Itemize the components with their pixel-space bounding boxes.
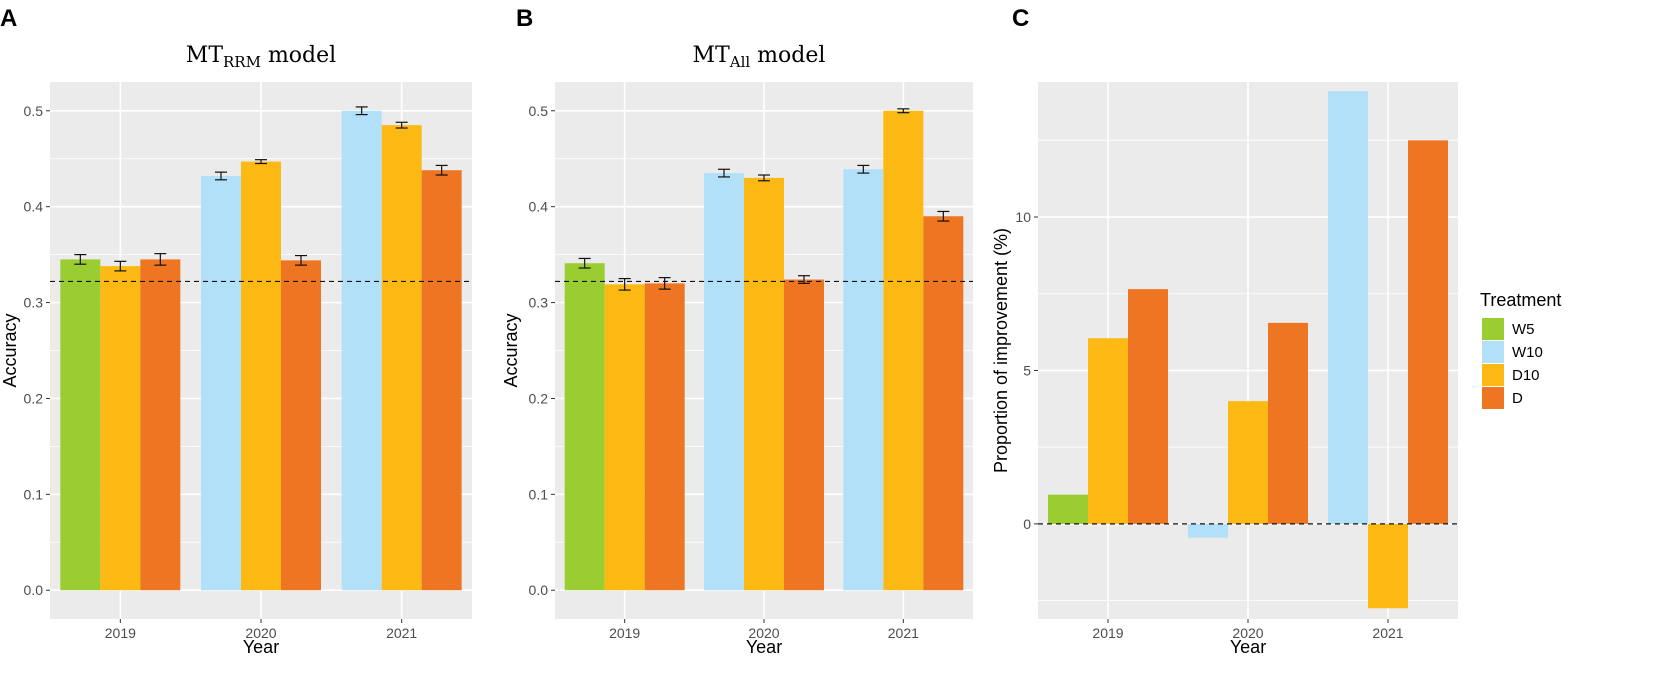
y-tick-label: 0 [1023, 516, 1031, 532]
x-tick-label: 2020 [1232, 625, 1263, 641]
bar-2020-w10 [1188, 523, 1228, 538]
legend-item-w5: W5 [1482, 318, 1535, 340]
error-bar [758, 174, 770, 182]
error-bar [114, 260, 127, 272]
x-tick-label: 2019 [1092, 625, 1123, 641]
legend-swatch [1482, 364, 1504, 386]
bar-2021-w10 [1328, 91, 1368, 524]
y-tick-label: 5 [1023, 362, 1031, 378]
x-tick-label: 2021 [888, 625, 919, 641]
x-axis-label: Year [243, 637, 279, 657]
error-bar [395, 121, 408, 129]
y-tick-label: 10 [1015, 209, 1031, 225]
bar-2020-w10 [704, 173, 744, 591]
error-bar [897, 108, 910, 114]
y-axis-label: Accuracy [501, 313, 521, 387]
error-bar [255, 159, 267, 165]
panels: A 0.0 0.1 0.2 0.3 0.4 0.5 2019 2020 2021 Year Accur… [0, 5, 1458, 657]
error-bar [658, 277, 671, 290]
legend-label: W10 [1512, 344, 1543, 361]
error-bar [718, 168, 730, 178]
error-bar [618, 277, 631, 291]
panel-title: MTRRM model [186, 43, 336, 71]
bar-2021-d10 [883, 110, 924, 591]
legend-swatch [1482, 387, 1504, 409]
x-tick-label: 2021 [1372, 625, 1403, 641]
bar-2021-d [1408, 140, 1448, 524]
y-tick-label: 0.3 [529, 295, 549, 311]
error-bar [578, 257, 591, 269]
error-bar [937, 210, 950, 222]
error-bar [295, 254, 307, 266]
x-tick-label: 2019 [609, 625, 640, 641]
bar-2019-d [140, 259, 181, 591]
error-bar [857, 164, 870, 174]
bar-2019-w5 [60, 259, 101, 591]
error-bar [355, 106, 368, 116]
bar-2020-d10 [1228, 401, 1268, 524]
error-bar [215, 171, 227, 181]
legend-item-w10: W10 [1482, 341, 1543, 363]
legend-label: W5 [1512, 321, 1535, 338]
legend-label: D [1512, 390, 1523, 407]
x-tick-label: 2020 [748, 625, 779, 641]
error-bar [798, 275, 810, 284]
y-tick-label: 0.1 [529, 486, 549, 502]
bar-2019-w5 [1048, 494, 1088, 524]
y-tick-label: 0.4 [24, 199, 44, 215]
panel-c: C 0 5 10 2019 2020 2021 Year Proportion of impro… [991, 5, 1458, 657]
bar-2021-d [421, 170, 462, 591]
error-bar [154, 253, 167, 266]
legend-label: D10 [1512, 367, 1540, 384]
legend: Treatment W5 W10 D10 D [1480, 290, 1561, 409]
y-tick-label: 0.1 [24, 486, 44, 502]
bar-2021-d [923, 216, 964, 591]
y-tick-label: 0.5 [529, 103, 549, 119]
bar-2021-w10 [843, 169, 884, 591]
panel-title: MTAll model [693, 43, 826, 71]
bar-2021-d10 [381, 125, 422, 591]
bar-2020-d [784, 279, 824, 591]
x-axis-label: Year [746, 637, 782, 657]
bar-2020-d10 [744, 177, 784, 591]
bar-2019-d10 [604, 284, 645, 591]
x-axis-label: Year [1230, 637, 1266, 657]
bar-2019-w5 [564, 263, 605, 591]
legend-swatch [1482, 341, 1504, 363]
y-axis-label: Proportion of improvement (%) [991, 228, 1011, 473]
y-tick-label: 0.0 [529, 582, 549, 598]
legend-swatch [1482, 318, 1504, 340]
bar-2021-w10 [341, 110, 382, 591]
legend-item-d10: D10 [1482, 364, 1540, 386]
y-tick-label: 0.3 [24, 295, 44, 311]
bar-2021-d10 [1368, 523, 1408, 609]
y-tick-label: 0.5 [24, 103, 44, 119]
legend-title: Treatment [1480, 290, 1561, 310]
y-axis-label: Accuracy [0, 313, 20, 387]
bar-2020-d [1268, 322, 1308, 524]
bar-2020-w10 [201, 175, 241, 591]
bar-2019-d10 [100, 266, 141, 591]
x-tick-label: 2019 [105, 625, 136, 641]
y-tick-label: 0.2 [529, 390, 549, 406]
bar-2020-d10 [241, 161, 281, 591]
bar-2020-d [281, 260, 321, 591]
y-tick-label: 0.0 [24, 582, 44, 598]
error-bar [74, 254, 87, 265]
panel-letter: A [0, 5, 17, 32]
x-tick-label: 2021 [386, 625, 417, 641]
bar-2019-d10 [1088, 338, 1128, 524]
panel-a: A 0.0 0.1 0.2 0.3 0.4 0.5 2019 2020 2021 Year Accur… [0, 5, 472, 657]
x-tick-label: 2020 [245, 625, 276, 641]
error-bar [435, 164, 448, 176]
panel-letter: B [516, 5, 533, 32]
panel-b: B 0.0 0.1 0.2 0.3 0.4 0.5 2019 2020 2021 Year Accur… [501, 5, 973, 657]
bar-2019-d [1128, 289, 1168, 524]
y-tick-label: 0.4 [529, 199, 549, 215]
bar-2019-d [644, 283, 685, 591]
panel-letter: C [1012, 5, 1029, 32]
y-tick-label: 0.2 [24, 390, 44, 406]
legend-item-d: D [1482, 387, 1523, 409]
